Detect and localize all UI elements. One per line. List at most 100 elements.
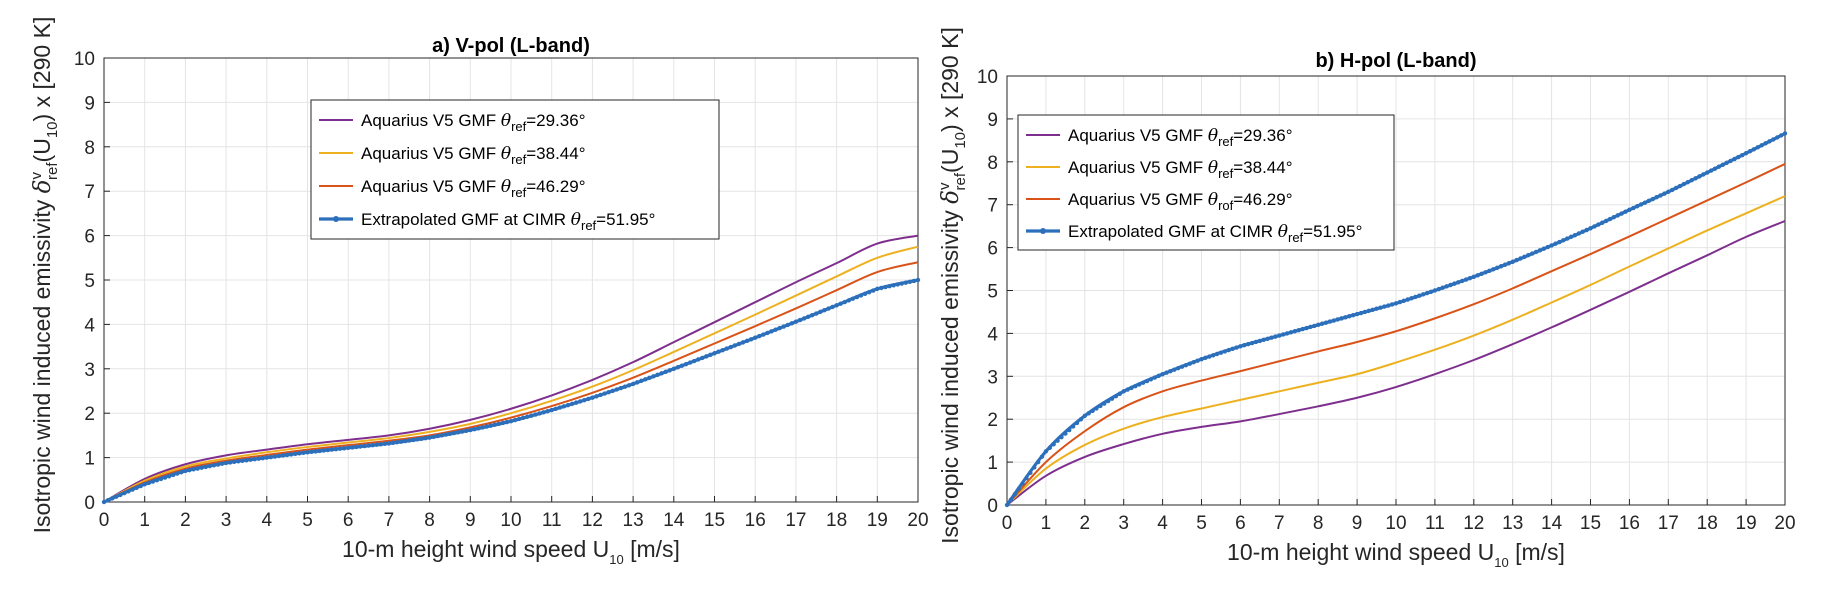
series-marker-4 bbox=[1720, 162, 1725, 168]
series-marker-4 bbox=[1043, 449, 1049, 454]
y-tick-label: 6 bbox=[987, 239, 998, 260]
x-tick-label: 16 bbox=[745, 510, 766, 531]
series-marker-4 bbox=[1319, 321, 1325, 326]
x-tick-label: 9 bbox=[1352, 513, 1363, 534]
series-marker-4 bbox=[1175, 365, 1181, 371]
series-marker-4 bbox=[223, 460, 229, 466]
y-axis-label-symbol: δ bbox=[30, 179, 56, 193]
series-marker-4 bbox=[1599, 220, 1605, 225]
series-marker-4 bbox=[773, 327, 778, 332]
series-marker-4 bbox=[1471, 274, 1477, 279]
legend-entry-1: Aquarius V5 GMF θref=29.36° bbox=[1068, 126, 1293, 149]
series-marker-4 bbox=[1413, 294, 1418, 300]
series-marker-4 bbox=[818, 309, 823, 315]
series-marker-4 bbox=[1673, 185, 1679, 191]
x-tick-label: 2 bbox=[180, 510, 191, 531]
series-line-3 bbox=[1006, 163, 1786, 506]
series-marker-4 bbox=[1331, 318, 1336, 323]
series-marker-4 bbox=[366, 443, 371, 448]
series-marker-4 bbox=[211, 463, 217, 468]
series-marker-4 bbox=[1775, 135, 1780, 140]
series-marker-4 bbox=[1183, 362, 1189, 368]
series-marker-4 bbox=[1732, 156, 1737, 162]
series-marker-4 bbox=[903, 280, 908, 285]
series-marker-4 bbox=[455, 430, 461, 435]
series-marker-4 bbox=[1393, 301, 1399, 306]
series-marker-4 bbox=[1751, 147, 1757, 152]
legend-name: Aquarius V5 GMF bbox=[361, 177, 501, 196]
x-tick-label: 17 bbox=[1658, 513, 1679, 534]
series-marker-4 bbox=[407, 438, 412, 443]
series-marker-4 bbox=[488, 423, 493, 428]
series-marker-4 bbox=[529, 413, 534, 418]
y-axis-label-unit: ) x [290 K] bbox=[937, 27, 963, 132]
series-marker-4 bbox=[801, 316, 807, 321]
y-tick-label: 4 bbox=[84, 315, 95, 336]
legend-theta: θ bbox=[1208, 126, 1218, 146]
series-marker-4 bbox=[1008, 497, 1014, 502]
series-marker-4 bbox=[508, 418, 514, 424]
series-marker-4 bbox=[484, 424, 489, 429]
series-marker-4 bbox=[1382, 304, 1387, 309]
series-marker-4 bbox=[191, 467, 196, 472]
series-marker-4 bbox=[598, 392, 603, 398]
series-marker-4 bbox=[183, 468, 188, 474]
series-marker-4 bbox=[439, 433, 445, 438]
y-tick-label: 8 bbox=[84, 138, 95, 159]
y-tick-label: 0 bbox=[987, 496, 998, 517]
series-marker-4 bbox=[1685, 179, 1690, 185]
x-tick-label: 4 bbox=[1157, 513, 1168, 534]
legend-entry-3: Aquarius V5 GMF θrof=46.29° bbox=[1068, 190, 1293, 213]
y-tick-label: 10 bbox=[74, 49, 95, 70]
series-marker-4 bbox=[325, 447, 331, 453]
y-tick-label: 2 bbox=[987, 410, 998, 431]
series-marker-4 bbox=[594, 394, 599, 399]
series-marker-4 bbox=[1537, 248, 1543, 253]
series-marker-4 bbox=[1109, 396, 1115, 401]
series-marker-4 bbox=[1362, 309, 1368, 315]
y-axis-label-subscript: ref bbox=[44, 162, 61, 180]
series-marker-4 bbox=[708, 352, 713, 358]
series-marker-4 bbox=[537, 411, 542, 416]
series-marker-4 bbox=[1312, 323, 1317, 329]
series-marker-4 bbox=[1432, 288, 1438, 293]
series-marker-4 bbox=[1771, 137, 1776, 142]
series-marker-4 bbox=[577, 399, 583, 404]
series-marker-4 bbox=[618, 385, 624, 391]
series-marker-4 bbox=[1541, 246, 1547, 251]
series-marker-4 bbox=[1483, 270, 1488, 275]
series-marker-4 bbox=[1701, 172, 1706, 177]
series-marker-4 bbox=[724, 346, 729, 351]
x-tick-label: 14 bbox=[663, 510, 685, 531]
legend-marker-4 bbox=[1040, 228, 1046, 234]
series-marker-4 bbox=[1479, 271, 1484, 276]
x-tick-label: 18 bbox=[1697, 513, 1718, 534]
series-marker-4 bbox=[1098, 403, 1103, 409]
series-marker-4 bbox=[866, 289, 872, 295]
series-marker-4 bbox=[696, 357, 701, 362]
series-marker-4 bbox=[748, 337, 754, 342]
series-marker-4 bbox=[130, 487, 135, 492]
series-marker-4 bbox=[297, 451, 302, 456]
series-marker-4 bbox=[162, 475, 168, 480]
series-marker-4 bbox=[435, 433, 440, 439]
series-marker-4 bbox=[105, 498, 111, 503]
series-marker-4 bbox=[337, 446, 343, 451]
series-marker-4 bbox=[651, 374, 656, 379]
series-marker-4 bbox=[1094, 406, 1099, 411]
series-marker-4 bbox=[451, 430, 457, 436]
series-marker-4 bbox=[1658, 193, 1663, 198]
series-marker-4 bbox=[700, 355, 705, 361]
legend-entry-3: Aquarius V5 GMF θref=46.29° bbox=[361, 177, 586, 200]
series-marker-4 bbox=[1386, 303, 1391, 308]
series-marker-4 bbox=[1035, 459, 1041, 465]
series-marker-4 bbox=[415, 437, 420, 442]
series-marker-4 bbox=[1401, 298, 1406, 303]
x-axis-label-unit: [m/s] bbox=[624, 536, 680, 562]
series-marker-4 bbox=[671, 366, 676, 371]
series-marker-4 bbox=[1409, 296, 1414, 301]
series-marker-4 bbox=[1654, 195, 1659, 200]
series-marker-4 bbox=[370, 442, 375, 448]
legend-name: Extrapolated GMF at CIMR bbox=[361, 210, 571, 229]
series-marker-4 bbox=[1016, 486, 1021, 492]
